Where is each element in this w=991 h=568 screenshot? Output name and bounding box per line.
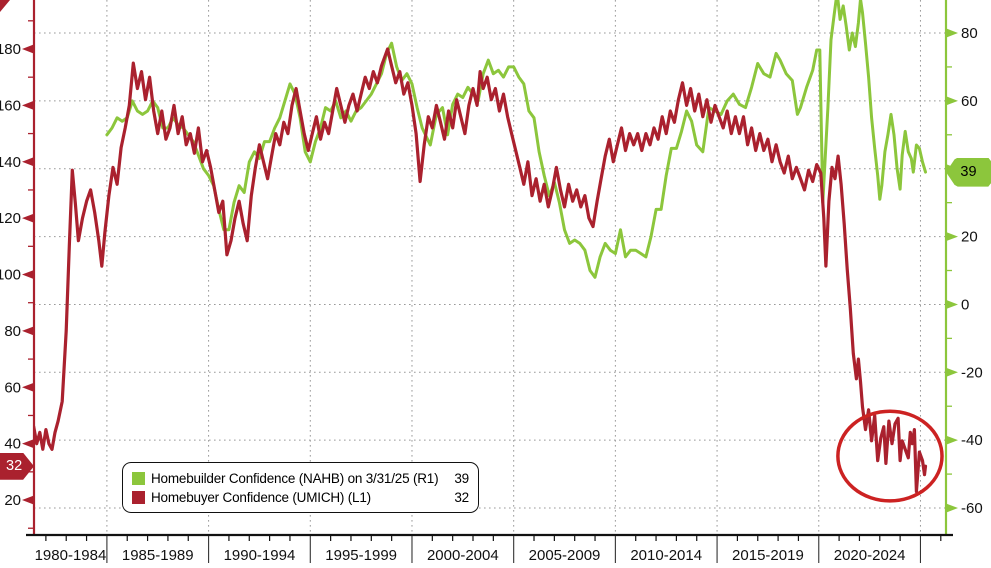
right-axis-tick-arrow: [947, 232, 958, 241]
right-axis-tick-label: 60: [961, 93, 978, 110]
left-axis-tick-arrow: [22, 157, 33, 166]
left-axis-tick-label: 80: [4, 323, 21, 340]
clipped-top-left-tick-arrow: [0, 0, 10, 12]
x-axis-period-label: 1990-1994: [224, 547, 296, 564]
left-axis-tick-label: 180: [0, 41, 21, 58]
right-axis-tick-arrow: [947, 300, 958, 309]
left-axis-tick-arrow: [22, 439, 33, 448]
left-axis-tick-arrow: [22, 495, 33, 505]
left-axis-tick-label: 120: [0, 210, 21, 227]
x-axis-period-label: 1995-1999: [325, 547, 397, 564]
legend-swatch-umich-red: [132, 491, 145, 504]
x-axis-period-label: 1985-1989: [122, 547, 194, 564]
left-axis-tick-label: 100: [0, 267, 21, 284]
x-axis-period-label: 2010-2014: [630, 547, 702, 564]
right-axis-tick-arrow: [947, 503, 958, 513]
left-axis-tick-label: 20: [4, 492, 21, 509]
right-axis-tick-label: 0: [961, 296, 969, 313]
left-axis-tick-arrow: [22, 326, 33, 336]
left-axis-tick-arrow: [22, 101, 33, 110]
umich-series-line: [35, 47, 928, 494]
left-axis-tick-label: 160: [0, 97, 21, 114]
right-axis-current-value-badge: 39: [946, 157, 991, 187]
legend-row-umich: Homebuyer Confidence (UMICH) (L1) 32: [132, 489, 469, 507]
right-axis-tick-label: -40: [961, 432, 983, 449]
right-axis-tick-label: 80: [961, 25, 978, 42]
right-axis-tick-arrow: [947, 96, 958, 106]
legend-label-umich: Homebuyer Confidence (UMICH) (L1): [151, 489, 371, 505]
right-axis-tick-arrow: [947, 28, 958, 38]
legend-value-umich: 32: [454, 489, 469, 505]
right-axis-tick-label: -60: [961, 500, 983, 517]
left-axis-tick-arrow: [22, 383, 33, 392]
x-axis-period-label: 2015-2019: [732, 547, 804, 564]
left-axis-tick-label: 60: [4, 379, 21, 396]
right-axis-tick-label: -20: [961, 364, 983, 381]
left-axis-tick-arrow: [22, 270, 33, 279]
lows-annotation-circle: [836, 409, 944, 503]
x-axis-period-label: 2000-2004: [427, 547, 499, 564]
legend-value-nahb: 39: [454, 470, 469, 486]
legend: Homebuilder Confidence (NAHB) on 3/31/25…: [122, 462, 479, 513]
series-group: [35, 0, 928, 494]
left-axis-tick-arrow: [22, 213, 33, 223]
right-axis-tick-arrow: [947, 368, 958, 377]
left-axis-tick-label: 40: [4, 436, 21, 453]
x-axis-period-label: 1980-1984: [35, 547, 107, 564]
nahb-series-line: [105, 0, 927, 279]
right-axis-tick-label: 20: [961, 229, 978, 246]
left-axis-tick-arrow: [22, 44, 33, 54]
legend-label-nahb: Homebuilder Confidence (NAHB) on 3/31/25…: [151, 470, 439, 486]
right-axis-tick-arrow: [947, 435, 958, 445]
legend-row-nahb: Homebuilder Confidence (NAHB) on 3/31/25…: [132, 470, 469, 488]
x-axis-period-label: 2020-2024: [834, 547, 906, 564]
legend-swatch-nahb-green: [132, 472, 145, 485]
x-axis-period-label: 2005-2009: [529, 547, 601, 564]
left-axis-tick-label: 140: [0, 154, 21, 171]
